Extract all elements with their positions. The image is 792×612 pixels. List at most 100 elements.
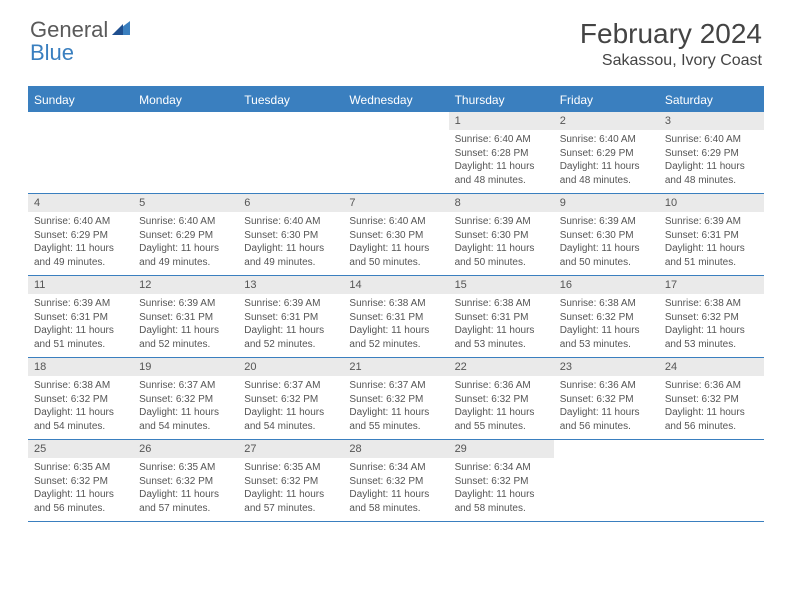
sunset-text: Sunset: 6:32 PM xyxy=(34,393,127,407)
day-cell: 4Sunrise: 6:40 AMSunset: 6:29 PMDaylight… xyxy=(28,194,133,275)
day-cell: 17Sunrise: 6:38 AMSunset: 6:32 PMDayligh… xyxy=(659,276,764,357)
month-title: February 2024 xyxy=(580,18,762,50)
sunrise-text: Sunrise: 6:38 AM xyxy=(455,297,548,311)
daylight-text: Daylight: 11 hours and 58 minutes. xyxy=(455,488,548,515)
daylight-text: Daylight: 11 hours and 53 minutes. xyxy=(455,324,548,351)
day-body: Sunrise: 6:36 AMSunset: 6:32 PMDaylight:… xyxy=(554,376,659,439)
day-body xyxy=(28,130,133,188)
day-header-cell: Saturday xyxy=(659,88,764,112)
day-number: 6 xyxy=(238,194,343,212)
day-number xyxy=(659,440,764,458)
daylight-text: Daylight: 11 hours and 52 minutes. xyxy=(244,324,337,351)
sunrise-text: Sunrise: 6:39 AM xyxy=(34,297,127,311)
daylight-text: Daylight: 11 hours and 53 minutes. xyxy=(560,324,653,351)
sunrise-text: Sunrise: 6:37 AM xyxy=(244,379,337,393)
day-body xyxy=(343,130,448,188)
day-body: Sunrise: 6:40 AMSunset: 6:29 PMDaylight:… xyxy=(554,130,659,193)
daylight-text: Daylight: 11 hours and 49 minutes. xyxy=(139,242,232,269)
day-number: 2 xyxy=(554,112,659,130)
sunrise-text: Sunrise: 6:39 AM xyxy=(244,297,337,311)
week-row: 11Sunrise: 6:39 AMSunset: 6:31 PMDayligh… xyxy=(28,276,764,358)
daylight-text: Daylight: 11 hours and 55 minutes. xyxy=(349,406,442,433)
sunset-text: Sunset: 6:31 PM xyxy=(455,311,548,325)
day-cell: 2Sunrise: 6:40 AMSunset: 6:29 PMDaylight… xyxy=(554,112,659,193)
daylight-text: Daylight: 11 hours and 48 minutes. xyxy=(665,160,758,187)
day-cell: 14Sunrise: 6:38 AMSunset: 6:31 PMDayligh… xyxy=(343,276,448,357)
sunrise-text: Sunrise: 6:40 AM xyxy=(139,215,232,229)
day-number xyxy=(554,440,659,458)
day-body: Sunrise: 6:37 AMSunset: 6:32 PMDaylight:… xyxy=(133,376,238,439)
sunset-text: Sunset: 6:29 PM xyxy=(560,147,653,161)
day-cell: 15 Sunrise: 6:38 AMSunset: 6:31 PMDayligh… xyxy=(449,276,554,357)
sunset-text: Sunset: 6:32 PM xyxy=(244,475,337,489)
daylight-text: Daylight: 11 hours and 56 minutes. xyxy=(665,406,758,433)
title-block: February 2024 Sakassou, Ivory Coast xyxy=(580,18,762,70)
sunset-text: Sunset: 6:29 PM xyxy=(139,229,232,243)
daylight-text: Daylight: 11 hours and 50 minutes. xyxy=(560,242,653,269)
daylight-text: Daylight: 11 hours and 48 minutes. xyxy=(560,160,653,187)
day-number: 9 xyxy=(554,194,659,212)
sunrise-text: Sunrise: 6:39 AM xyxy=(560,215,653,229)
sunrise-text: Sunrise: 6:40 AM xyxy=(560,133,653,147)
sunset-text: Sunset: 6:32 PM xyxy=(665,393,758,407)
day-body: Sunrise: 6:38 AMSunset: 6:32 PMDaylight:… xyxy=(554,294,659,357)
day-number xyxy=(343,112,448,130)
day-number: 19 xyxy=(133,358,238,376)
daylight-text: Daylight: 11 hours and 54 minutes. xyxy=(244,406,337,433)
day-cell: 10Sunrise: 6:39 AMSunset: 6:31 PMDayligh… xyxy=(659,194,764,275)
day-number: 15 xyxy=(449,276,554,294)
brand-part2: Blue xyxy=(30,40,74,65)
day-body: Sunrise: 6:35 AMSunset: 6:32 PMDaylight:… xyxy=(133,458,238,521)
daylight-text: Daylight: 11 hours and 56 minutes. xyxy=(34,488,127,515)
sunrise-text: Sunrise: 6:40 AM xyxy=(455,133,548,147)
brand-part1: General xyxy=(30,17,108,42)
sunset-text: Sunset: 6:31 PM xyxy=(349,311,442,325)
sunset-text: Sunset: 6:32 PM xyxy=(139,393,232,407)
day-body: Sunrise: 6:38 AMSunset: 6:32 PMDaylight:… xyxy=(659,294,764,357)
day-number: 8 xyxy=(449,194,554,212)
daylight-text: Daylight: 11 hours and 52 minutes. xyxy=(139,324,232,351)
sail-icon xyxy=(110,18,132,36)
day-header-row: SundayMondayTuesdayWednesdayThursdayFrid… xyxy=(28,88,764,112)
day-number: 10 xyxy=(659,194,764,212)
sunset-text: Sunset: 6:32 PM xyxy=(34,475,127,489)
day-body: Sunrise: 6:35 AMSunset: 6:32 PMDaylight:… xyxy=(238,458,343,521)
daylight-text: Daylight: 11 hours and 58 minutes. xyxy=(349,488,442,515)
day-number xyxy=(133,112,238,130)
day-number: 18 xyxy=(28,358,133,376)
day-body: Sunrise: 6:39 AMSunset: 6:30 PMDaylight:… xyxy=(449,212,554,275)
day-number xyxy=(28,112,133,130)
day-cell xyxy=(28,112,133,193)
daylight-text: Daylight: 11 hours and 51 minutes. xyxy=(665,242,758,269)
day-cell: 5Sunrise: 6:40 AMSunset: 6:29 PMDaylight… xyxy=(133,194,238,275)
day-body: Sunrise: 6:39 AMSunset: 6:30 PMDaylight:… xyxy=(554,212,659,275)
day-cell: 11Sunrise: 6:39 AMSunset: 6:31 PMDayligh… xyxy=(28,276,133,357)
brand-logo: GeneralBlue xyxy=(30,18,134,64)
location-label: Sakassou, Ivory Coast xyxy=(580,52,762,70)
day-number: 13 xyxy=(238,276,343,294)
sunrise-text: Sunrise: 6:38 AM xyxy=(34,379,127,393)
day-header-cell: Friday xyxy=(554,88,659,112)
sunset-text: Sunset: 6:29 PM xyxy=(665,147,758,161)
sunrise-text: Sunrise: 6:40 AM xyxy=(349,215,442,229)
day-number: 4 xyxy=(28,194,133,212)
weeks-container: 1Sunrise: 6:40 AMSunset: 6:28 PMDaylight… xyxy=(28,112,764,522)
day-number: 16 xyxy=(554,276,659,294)
daylight-text: Daylight: 11 hours and 48 minutes. xyxy=(455,160,548,187)
header: GeneralBlue February 2024 Sakassou, Ivor… xyxy=(0,0,792,78)
day-cell: 6Sunrise: 6:40 AMSunset: 6:30 PMDaylight… xyxy=(238,194,343,275)
day-body: Sunrise: 6:39 AMSunset: 6:31 PMDaylight:… xyxy=(238,294,343,357)
daylight-text: Daylight: 11 hours and 57 minutes. xyxy=(139,488,232,515)
day-number: 23 xyxy=(554,358,659,376)
day-cell: 22Sunrise: 6:36 AMSunset: 6:32 PMDayligh… xyxy=(449,358,554,439)
day-cell: 3Sunrise: 6:40 AMSunset: 6:29 PMDaylight… xyxy=(659,112,764,193)
sunset-text: Sunset: 6:30 PM xyxy=(455,229,548,243)
day-cell xyxy=(238,112,343,193)
day-number: 29 xyxy=(449,440,554,458)
day-body: Sunrise: 6:38 AMSunset: 6:31 PMDaylight:… xyxy=(343,294,448,357)
sunrise-text: Sunrise: 6:37 AM xyxy=(139,379,232,393)
day-body: Sunrise: 6:39 AMSunset: 6:31 PMDaylight:… xyxy=(659,212,764,275)
day-cell: 18Sunrise: 6:38 AMSunset: 6:32 PMDayligh… xyxy=(28,358,133,439)
sunset-text: Sunset: 6:32 PM xyxy=(139,475,232,489)
sunrise-text: Sunrise: 6:38 AM xyxy=(349,297,442,311)
